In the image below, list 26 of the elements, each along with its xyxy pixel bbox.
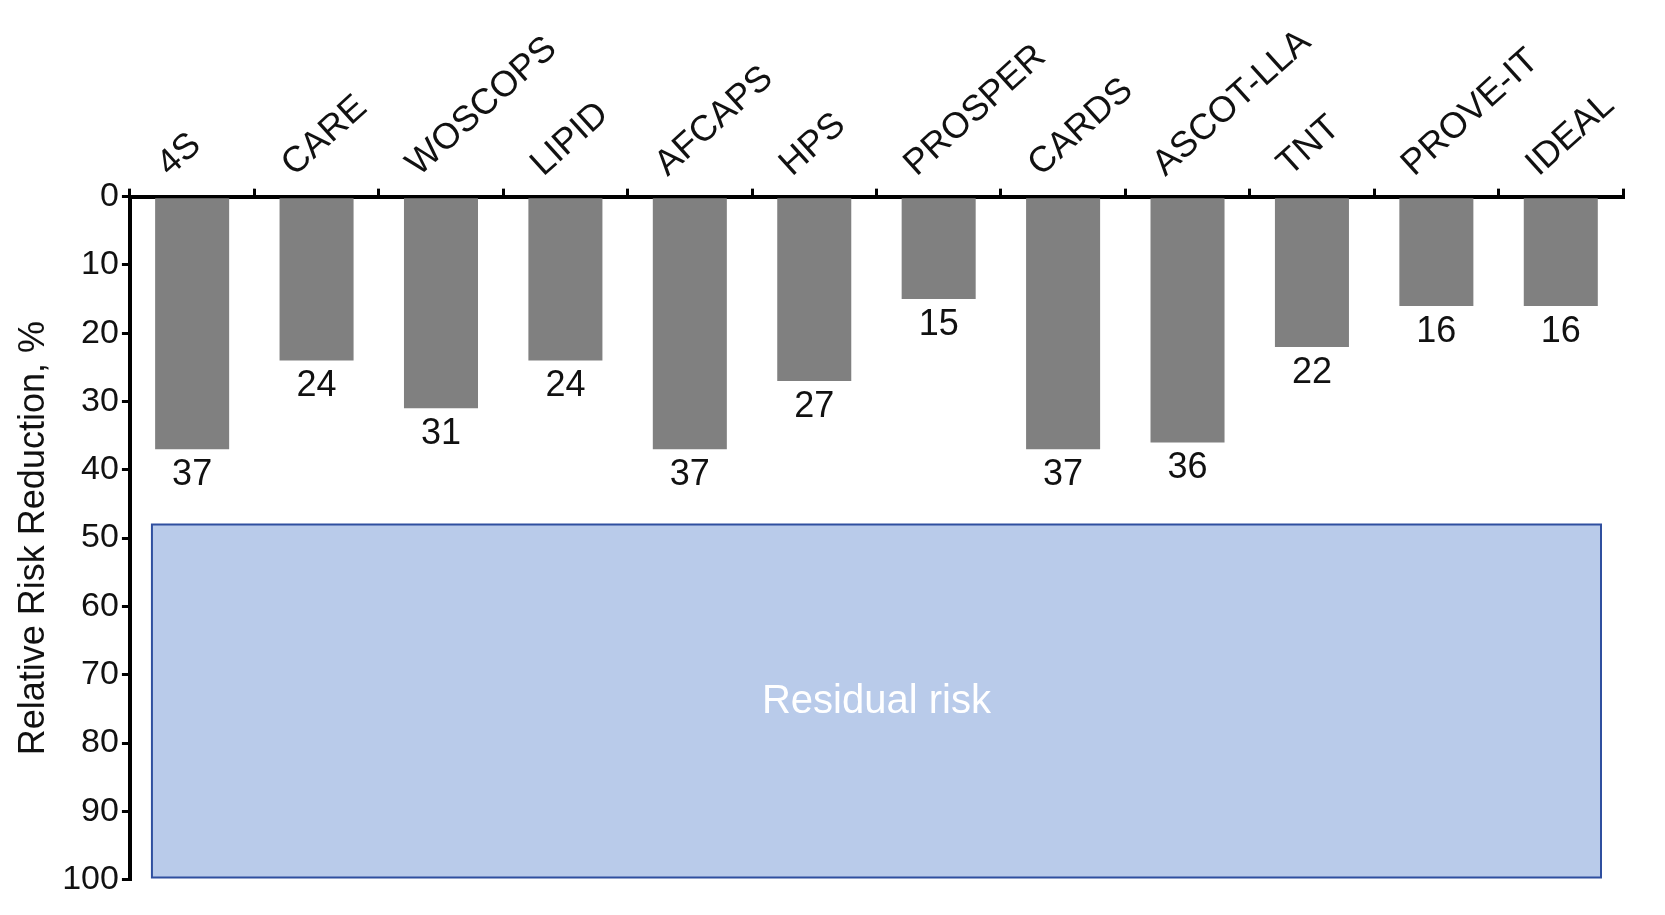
y-tick-label: 40 (81, 448, 119, 487)
x-tick-label: 4S (147, 122, 208, 183)
y-tick-label: 30 (81, 379, 119, 418)
y-tick-label: 90 (81, 789, 119, 828)
y-tick-label: 50 (81, 516, 119, 555)
data-label: 15 (918, 302, 959, 343)
data-label: 31 (420, 411, 462, 453)
data-label: 37 (172, 452, 213, 494)
data-label: 22 (1291, 349, 1332, 391)
y-tick-label: 0 (100, 175, 119, 214)
data-label: 37 (1043, 452, 1084, 494)
data-label: 16 (1540, 308, 1581, 350)
data-label: 36 (1167, 445, 1208, 487)
data-label: 24 (296, 363, 337, 405)
y-tick-label: 60 (81, 584, 119, 623)
y-tick-label: 10 (81, 243, 119, 282)
y-tick-label: 80 (81, 721, 119, 760)
data-label: 37 (669, 452, 710, 494)
data-label: 27 (794, 383, 835, 425)
y-tick-label: 70 (81, 653, 119, 692)
y-tick-label: 100 (62, 857, 119, 896)
data-label: 24 (545, 363, 586, 405)
band-label: Residual risk (761, 677, 992, 722)
data-label: 16 (1416, 308, 1457, 350)
y-axis-title: Relative Risk Reduction, % (10, 321, 52, 756)
y-tick-label: 20 (81, 311, 119, 350)
